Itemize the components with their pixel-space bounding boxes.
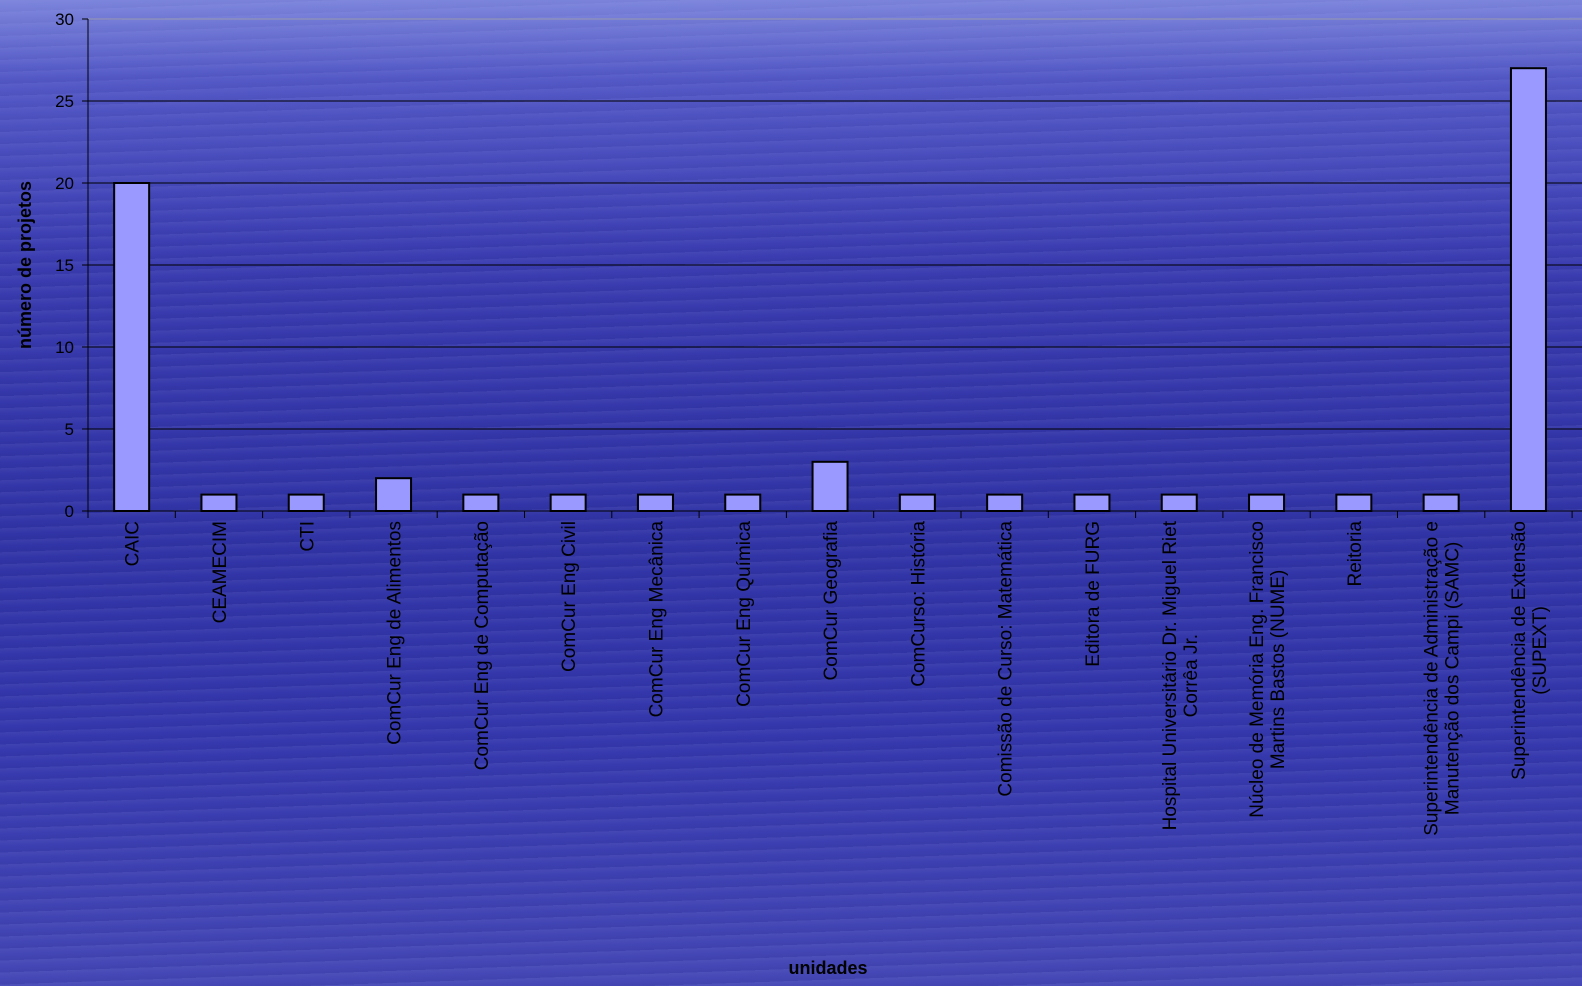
bar <box>1509 67 1547 512</box>
category-label-line: ComCurso: História <box>908 521 929 687</box>
category-label: Superintendência de Extensão (SUPEXT) <box>1509 521 1551 780</box>
category-label-line: ComCur Eng Química <box>734 521 755 707</box>
category-label: Editora de FURG <box>1083 521 1104 667</box>
category-label-line: Hospital Universitário Dr. Miguel Riet <box>1160 520 1181 830</box>
category-label-line: CTI <box>297 521 318 552</box>
category-label-line: Superintendência de Extensão <box>1509 521 1530 780</box>
y-tick-label: 15 <box>55 256 74 275</box>
category-label-line: Martins Bastos (NUME) <box>1268 570 1289 770</box>
y-tick-label: 0 <box>65 502 74 521</box>
bar <box>1073 493 1111 513</box>
bar <box>986 493 1024 513</box>
category-label: Comissão de Curso: Matemática <box>996 521 1017 797</box>
category-label-line: ComCur Eng de Alimentos <box>385 521 406 745</box>
category-label-line: CEAMECIM <box>210 521 231 623</box>
category-label: Hospital Universitário Dr. Miguel Riet Co… <box>1160 520 1202 830</box>
bar <box>1160 493 1198 513</box>
category-labels: CAIC CEAMECIM CTI ComCur Eng de Alimentos Co… <box>123 520 1551 835</box>
category-label-line: ComCur Geografia <box>821 521 842 681</box>
category-label: ComCur Eng Mecânica <box>646 521 667 718</box>
y-tick-label: 5 <box>65 420 74 439</box>
category-label: ComCur Eng Civil <box>559 521 580 672</box>
x-axis-title: unidades <box>788 958 867 978</box>
category-label: ComCurso: História <box>908 521 929 687</box>
category-label-line: Editora de FURG <box>1083 521 1104 667</box>
category-label: Superintendência de Administração e Manut… <box>1422 521 1464 836</box>
bar <box>200 493 238 513</box>
bar <box>287 493 325 513</box>
bar <box>1248 493 1286 513</box>
category-label-line: (SUPEXT) <box>1530 606 1551 695</box>
bars <box>113 67 1547 513</box>
axes: 0 5 10 15 20 25 30 <box>55 10 1582 521</box>
y-tick-label: 25 <box>55 92 74 111</box>
category-label-line: Superintendência de Administração e <box>1422 521 1443 836</box>
category-label-line: ComCur Eng Civil <box>559 521 580 672</box>
bar <box>724 493 762 513</box>
category-label: ComCur Geografia <box>821 521 842 681</box>
category-label: ComCur Eng de Alimentos <box>385 521 406 745</box>
bar <box>549 493 587 513</box>
category-label: CEAMECIM <box>210 521 231 623</box>
category-label-line: Manutenção dos Campi (SAMC) <box>1443 542 1464 816</box>
category-label-line: CAIC <box>123 521 144 566</box>
category-label-line: ComCur Eng Mecânica <box>646 521 667 718</box>
category-label-line: ComCur Eng de Computação <box>472 521 493 770</box>
bar <box>1335 493 1373 513</box>
bar <box>462 493 500 513</box>
category-label-line: Reitoria <box>1345 521 1366 587</box>
bar <box>636 493 674 513</box>
category-label: Reitoria <box>1345 521 1366 587</box>
bar <box>1422 493 1460 513</box>
category-label: Núcleo de Memória Eng. Francisco Martins … <box>1247 521 1289 818</box>
category-label: ComCur Eng de Computação <box>472 521 493 770</box>
category-label-line: Corrêa Jr. <box>1181 634 1202 717</box>
category-label: CAIC <box>123 521 144 566</box>
y-tick-label: 30 <box>55 10 74 29</box>
category-label: CTI <box>297 521 318 552</box>
category-label: ComCur Eng Química <box>734 521 755 707</box>
bar <box>375 477 413 513</box>
y-tick-label: 10 <box>55 338 74 357</box>
y-axis-title: número de projetos <box>15 181 35 349</box>
category-label-line: Núcleo de Memória Eng. Francisco <box>1247 521 1268 818</box>
gridlines <box>88 18 1582 430</box>
bar <box>113 182 151 512</box>
y-tick-label: 20 <box>55 174 74 193</box>
category-label-line: Comissão de Curso: Matemática <box>996 521 1017 797</box>
bar <box>811 460 849 512</box>
bar <box>898 493 936 513</box>
